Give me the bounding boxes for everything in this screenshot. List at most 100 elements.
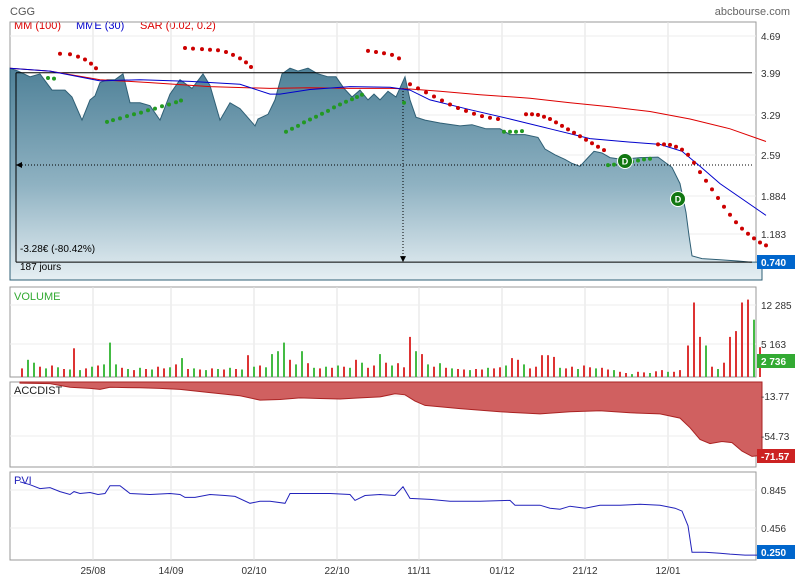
volume-bar [655,371,657,377]
volume-bar [85,368,87,377]
volume-bar [481,369,483,377]
volume-bar [349,367,351,377]
sar-dot [174,100,178,105]
volume-bar [643,372,645,377]
sar-dot [554,120,558,125]
sar-dot [238,56,242,61]
dividend-marker[interactable]: D [617,153,633,169]
sar-dot [424,90,428,95]
volume-bar [163,368,165,377]
sar-dot [740,226,744,231]
x-tick-label: 02/10 [241,566,266,577]
sar-dot [680,147,684,152]
volume-bar [51,365,53,377]
sar-dot [648,156,652,161]
volume-bar [301,351,303,377]
x-tick-label: 14/09 [158,566,183,577]
volume-bar [217,369,219,377]
volume-bar [547,355,549,377]
sar-dot [167,102,171,107]
volume-bar [69,369,71,377]
volume-bar [241,369,243,377]
volume-bar [331,367,333,377]
sar-dot [480,114,484,119]
sar-dot [320,111,324,116]
sar-dot [642,157,646,162]
sar-dot [728,212,732,217]
sar-dot [58,51,62,56]
sar-dot [722,204,726,209]
volume-bar [601,367,603,377]
price-y-ticks: 4.69 3.99 3.29 2.59 1.884 1.183 [761,32,786,241]
sar-dot [524,112,528,117]
volume-bar [355,359,357,377]
volume-bar [559,367,561,377]
volume-bar [181,358,183,377]
sar-dot [244,60,248,65]
volume-y-ticks: 12 285 5 163 [761,301,792,351]
sar-dot [132,112,136,117]
accdist-last-badge [757,449,795,463]
sar-dot [612,162,616,167]
volume-bar [619,371,621,377]
sar-dot [249,65,253,69]
sar-dot [208,47,212,52]
dividend-marker-icon [670,191,686,207]
sar-dot [360,92,364,97]
dividend-marker[interactable]: D [670,191,686,207]
sar-dot [231,52,235,57]
volume-bar [199,369,201,377]
sar-dot [668,142,672,147]
volume-bar [229,367,231,377]
volume-y-tick: 5 163 [761,340,786,351]
volume-bar [631,374,633,377]
sar-dot [704,178,708,183]
volume-bar [265,367,267,377]
pvi-line [19,481,762,556]
accdist-y-ticks: -13.77 -54.73 [761,392,790,443]
x-tick-label: 21/12 [572,566,597,577]
volume-bar [493,368,495,377]
volume-bar [661,370,663,377]
volume-y-tick: 12 285 [761,301,792,312]
volume-panel-frame [9,286,757,378]
sar-dot [502,129,506,134]
sar-dot [308,117,312,122]
sar-dot [488,115,492,120]
x-tick-label: 25/08 [80,566,105,577]
sar-dots-layer [46,46,768,248]
mme30-line [9,67,767,216]
sar-dot [456,106,460,110]
volume-bar [79,370,81,377]
volume-bar [205,370,207,377]
sar-dot [216,48,220,53]
volume-bar [409,336,411,377]
volume-bar [469,370,471,377]
volume-bar [679,370,681,377]
volume-bar [145,369,147,377]
volume-bar [451,368,453,377]
sar-dot [338,102,342,107]
sar-dot [179,98,183,103]
sar-dot [302,120,306,125]
sar-dot [76,54,80,59]
volume-bar [475,369,477,377]
volume-bar [295,364,297,377]
volume-bar [115,364,117,377]
volume-bar [583,365,585,377]
volume-bar [747,299,749,377]
sar-dot [332,105,336,110]
volume-bar [541,355,543,377]
pvi-panel-frame [9,471,757,561]
volume-bar [247,355,249,377]
volume-bar [571,366,573,377]
sar-dot [111,118,115,123]
volume-bar [175,364,177,377]
volume-bar [271,354,273,377]
volume-bar [403,367,405,377]
sar-dot [764,243,768,248]
x-axis-labels: 25/08 14/09 02/10 22/10 11/11 01/12 21/12 12/01 [80,566,680,577]
sar-dot [636,158,640,163]
volume-bar [741,302,743,377]
